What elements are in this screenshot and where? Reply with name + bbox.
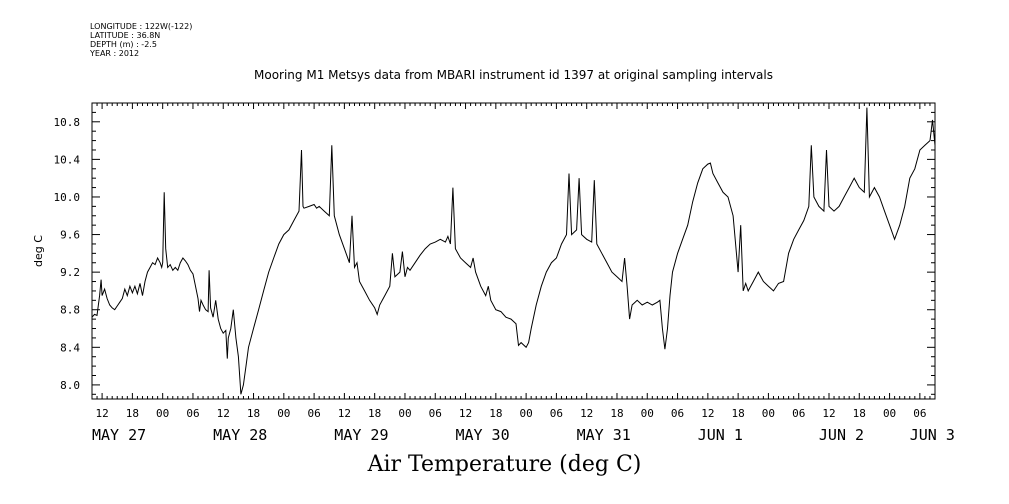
x-tick-label: 06 bbox=[429, 407, 442, 420]
x-tick-label: 06 bbox=[792, 407, 805, 420]
x-tick-label: 00 bbox=[883, 407, 896, 420]
date-label: MAY 28 bbox=[213, 426, 267, 444]
x-tick-label: 00 bbox=[519, 407, 532, 420]
y-tick-label: 9.2 bbox=[60, 266, 80, 279]
x-tick-label: 00 bbox=[762, 407, 775, 420]
x-tick-label: 06 bbox=[307, 407, 320, 420]
y-tick-label: 10.4 bbox=[54, 153, 81, 166]
x-tick-label: 12 bbox=[822, 407, 835, 420]
date-label: JUN 2 bbox=[819, 426, 864, 444]
y-tick-label: 8.4 bbox=[60, 341, 80, 354]
x-tick-label: 12 bbox=[459, 407, 472, 420]
y-tick-labels: 8.0 8.4 8.8 9.2 9.6 10.0 10.4 10.8 bbox=[54, 116, 81, 392]
x-tick-labels: 12 18 00 06 12 18 00 06 12 18 00 06 12 18 00 06 12 18 00 06… bbox=[95, 407, 926, 420]
x-axis-caption: Air Temperature (deg C) bbox=[367, 452, 642, 477]
date-label: JUN 1 bbox=[698, 426, 743, 444]
series-line bbox=[91, 107, 936, 395]
x-tick-label: 12 bbox=[95, 407, 108, 420]
date-label: MAY 27 bbox=[92, 426, 146, 444]
date-labels: MAY 27 MAY 28 MAY 29 MAY 30 MAY 31 JUN 1 JUN 2… bbox=[92, 426, 955, 444]
x-tick-label: 18 bbox=[853, 407, 866, 420]
x-tick-label: 12 bbox=[580, 407, 593, 420]
x-tick-label: 18 bbox=[126, 407, 139, 420]
y-axis-label: deg C bbox=[32, 235, 45, 267]
x-tick-label: 06 bbox=[671, 407, 684, 420]
date-label: MAY 29 bbox=[334, 426, 388, 444]
year-label: YEAR : 2012 bbox=[90, 49, 140, 58]
x-tick-label: 12 bbox=[217, 407, 230, 420]
x-tick-label: 18 bbox=[732, 407, 745, 420]
x-tick-label: 06 bbox=[186, 407, 199, 420]
x-tick-label: 00 bbox=[277, 407, 290, 420]
y-tick-label: 10.8 bbox=[54, 116, 81, 129]
plot-frame bbox=[91, 102, 936, 400]
x-tick-label: 06 bbox=[550, 407, 563, 420]
x-tick-label: 00 bbox=[398, 407, 411, 420]
x-tick-label: 18 bbox=[610, 407, 623, 420]
x-tick-label: 18 bbox=[247, 407, 260, 420]
metadata-block: LONGITUDE : 122W(-122) LATITUDE : 36.8N … bbox=[90, 22, 192, 58]
latitude-label: LATITUDE : 36.8N bbox=[90, 31, 161, 40]
date-label: JUN 3 bbox=[910, 426, 955, 444]
x-tick-label: 06 bbox=[913, 407, 926, 420]
x-tick-label: 18 bbox=[368, 407, 381, 420]
x-tick-label: 18 bbox=[489, 407, 502, 420]
x-tick-label: 12 bbox=[701, 407, 714, 420]
x-tick-label: 00 bbox=[641, 407, 654, 420]
longitude-label: LONGITUDE : 122W(-122) bbox=[90, 22, 193, 31]
date-label: MAY 30 bbox=[455, 426, 509, 444]
x-tick-label: 00 bbox=[156, 407, 169, 420]
chart-title: Mooring M1 Metsys data from MBARI instru… bbox=[254, 68, 773, 82]
y-tick-label: 8.8 bbox=[60, 304, 80, 317]
depth-label: DEPTH (m) : -2.5 bbox=[90, 40, 157, 49]
y-tick-label: 8.0 bbox=[60, 379, 80, 392]
tick-marks bbox=[91, 102, 936, 399]
date-label: MAY 31 bbox=[577, 426, 631, 444]
x-tick-label: 12 bbox=[338, 407, 351, 420]
y-tick-label: 10.0 bbox=[54, 191, 81, 204]
y-tick-label: 9.6 bbox=[60, 229, 80, 242]
